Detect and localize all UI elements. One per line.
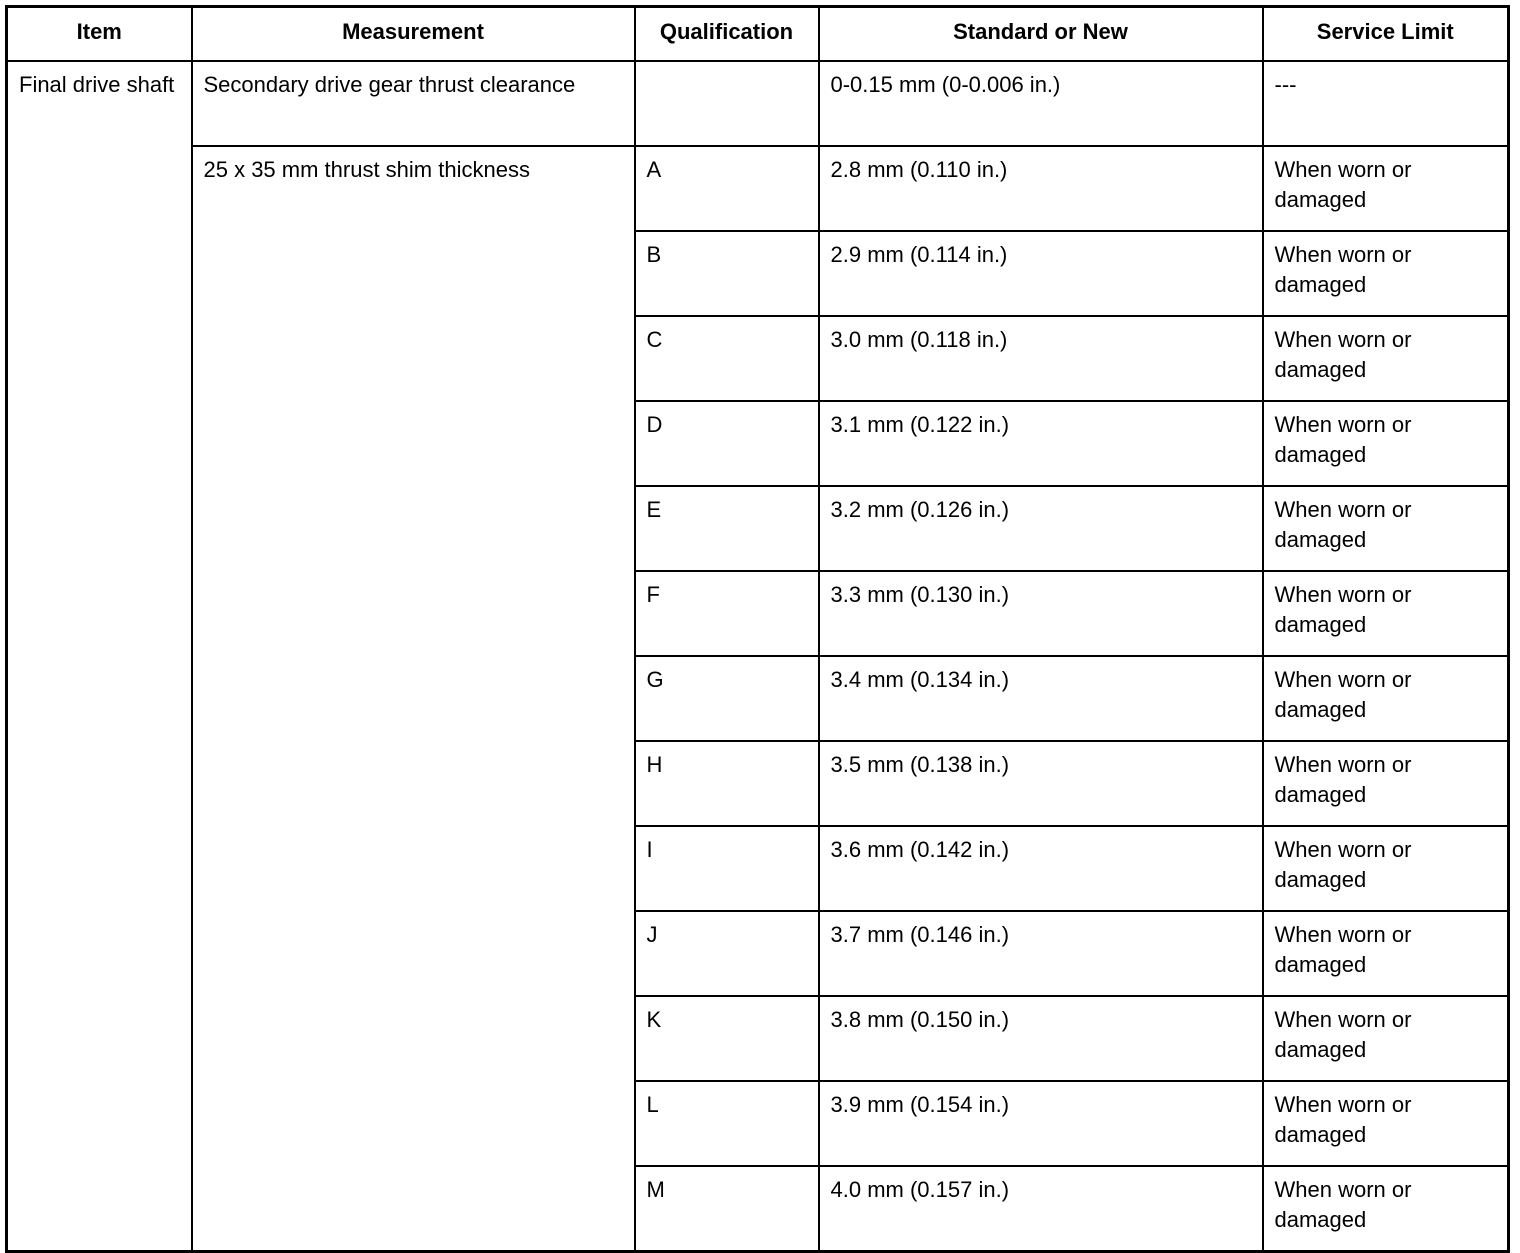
service-limit-cell: When worn or damaged — [1261, 740, 1510, 827]
standard-cell: 3.7 mm (0.146 in.) — [817, 910, 1264, 997]
standard-cell: 2.8 mm (0.110 in.) — [817, 145, 1264, 232]
service-limit-cell: When worn or damaged — [1261, 230, 1510, 317]
table-row: 25 x 35 mm thrust shim thickness A 2.8 mm … — [7, 145, 1510, 1253]
service-limit-cell: When worn or damaged — [1261, 655, 1510, 742]
qualification-cell — [633, 60, 820, 147]
standard-cell: 3.1 mm (0.122 in.) — [817, 400, 1264, 487]
qualification-cell: K — [633, 995, 820, 1082]
service-limit-cell: When worn or damaged — [1261, 910, 1510, 997]
header-qualification: Qualification — [633, 5, 820, 62]
service-limit-cell: When worn or damaged — [1261, 1080, 1510, 1167]
standard-cell: 0-0.15 mm (0-0.006 in.) — [817, 60, 1264, 147]
table-row: K 3.8 mm (0.150 in.) When worn or damaged — [7, 995, 1510, 1082]
standard-cell: 3.6 mm (0.142 in.) — [817, 825, 1264, 912]
header-item: Item — [5, 5, 193, 62]
qualification-cell: C — [633, 315, 820, 402]
qualification-cell: M — [633, 1165, 820, 1253]
service-limit-cell: When worn or damaged — [1261, 995, 1510, 1082]
service-limit-cell: When worn or damaged — [1261, 400, 1510, 487]
table-row: J 3.7 mm (0.146 in.) When worn or damaged — [7, 910, 1510, 997]
item-cell: Final drive shaft — [5, 60, 193, 1253]
service-limit-cell: When worn or damaged — [1261, 145, 1510, 232]
table-row: H 3.5 mm (0.138 in.) When worn or damaged — [7, 740, 1510, 827]
table-row: C 3.0 mm (0.118 in.) When worn or damaged — [7, 315, 1510, 402]
qualification-cell: D — [633, 400, 820, 487]
table-row: Final drive shaft Secondary drive gear t… — [5, 60, 1510, 1253]
service-limit-cell: --- — [1261, 60, 1510, 147]
standard-cell: 3.8 mm (0.150 in.) — [817, 995, 1264, 1082]
qualification-cell: L — [633, 1080, 820, 1167]
table-row: G 3.4 mm (0.134 in.) When worn or damaged — [7, 655, 1510, 742]
header-measurement: Measurement — [190, 5, 636, 62]
qualification-cell: E — [633, 485, 820, 572]
table-row: E 3.2 mm (0.126 in.) When worn or damaged — [7, 485, 1510, 572]
measurement-cell: 25 x 35 mm thrust shim thickness — [190, 145, 636, 1253]
qualification-cell: B — [633, 230, 820, 317]
standard-cell: 3.4 mm (0.134 in.) — [817, 655, 1264, 742]
table-row: I 3.6 mm (0.142 in.) When worn or damaged — [7, 825, 1510, 912]
standard-cell: 3.5 mm (0.138 in.) — [817, 740, 1264, 827]
service-limit-cell: When worn or damaged — [1261, 1165, 1510, 1253]
qualification-cell: G — [633, 655, 820, 742]
qualification-cell: A — [633, 145, 820, 232]
table-row: L 3.9 mm (0.154 in.) When worn or damaged — [7, 1080, 1510, 1167]
service-limit-cell: When worn or damaged — [1261, 570, 1510, 657]
service-limit-cell: When worn or damaged — [1261, 485, 1510, 572]
service-limit-cell: When worn or damaged — [1261, 315, 1510, 402]
service-limit-cell: When worn or damaged — [1261, 825, 1510, 912]
standard-cell: 3.3 mm (0.130 in.) — [817, 570, 1264, 657]
standard-cell: 4.0 mm (0.157 in.) — [817, 1165, 1264, 1253]
table-row: D 3.1 mm (0.122 in.) When worn or damaged — [7, 400, 1510, 487]
standard-cell: 3.2 mm (0.126 in.) — [817, 485, 1264, 572]
standard-cell: 2.9 mm (0.114 in.) — [817, 230, 1264, 317]
header-service-limit: Service Limit — [1261, 5, 1510, 62]
qualification-cell: F — [633, 570, 820, 657]
measurement-cell: Secondary drive gear thrust clearance — [190, 60, 636, 147]
table-row: F 3.3 mm (0.130 in.) When worn or damaged — [7, 570, 1510, 657]
standard-cell: 3.9 mm (0.154 in.) — [817, 1080, 1264, 1167]
header-row: Item Measurement Qualification Standard … — [5, 5, 1510, 62]
table-row: B 2.9 mm (0.114 in.) When worn or damaged — [7, 230, 1510, 317]
standard-cell: 3.0 mm (0.118 in.) — [817, 315, 1264, 402]
qualification-cell: J — [633, 910, 820, 997]
qualification-cell: I — [633, 825, 820, 912]
header-standard: Standard or New — [817, 5, 1264, 62]
qualification-cell: H — [633, 740, 820, 827]
spec-table: Item Measurement Qualification Standard … — [5, 5, 1510, 1253]
